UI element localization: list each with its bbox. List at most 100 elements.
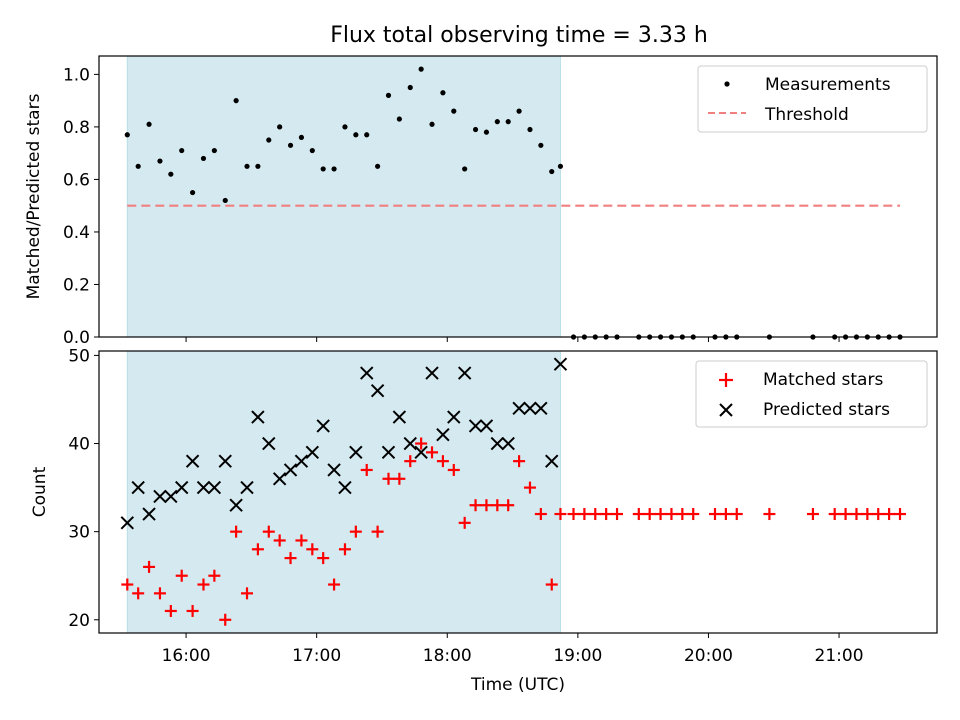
measurement-point [287, 142, 294, 148]
ytick-label: 40 [68, 435, 90, 455]
matched-star-point [393, 472, 406, 485]
measurement-point [364, 132, 370, 138]
matched-star-point [426, 446, 439, 459]
legend-predicted-label: Predicted stars [763, 400, 890, 420]
predicted-star-point [207, 480, 222, 495]
legend-measurements-label: Measurements [765, 75, 891, 95]
predicted-star-point [229, 498, 243, 512]
legend-counts-box [695, 360, 928, 428]
matched-star-point [676, 508, 689, 521]
matched-star-point [284, 552, 297, 565]
predicted-star-point [240, 480, 254, 495]
matched-star-point [164, 604, 177, 617]
panel-counts-shade [126, 350, 561, 634]
predicted-star-point [349, 445, 363, 460]
predicted-star-point [370, 383, 385, 398]
ytick-label: 20 [68, 611, 90, 631]
predicted-star-point [414, 445, 428, 460]
predicted-star-point [251, 410, 265, 424]
measurement-point [407, 84, 413, 91]
predicted-star-point [338, 480, 352, 495]
measurement-point [124, 132, 130, 138]
predicted-star-point [468, 419, 483, 433]
measurement-point [451, 108, 457, 114]
measurement-point [385, 92, 392, 98]
measurement-point [168, 171, 174, 177]
measurement-point [472, 126, 479, 133]
xtick-label: 19:00 [553, 646, 602, 666]
matched-star-point [447, 463, 460, 476]
predicted-star-point [196, 480, 211, 495]
matched-star-point [654, 508, 667, 521]
matched-star-point [197, 578, 210, 591]
legend-ratio: Measurements Threshold [697, 65, 928, 133]
legend-matched-label: Matched stars [763, 370, 883, 390]
predicted-star-point [436, 428, 450, 442]
predicted-star-point [142, 507, 156, 521]
predicted-star-point [501, 436, 515, 451]
matched-star-point [317, 552, 330, 565]
chart-title: Flux total observing time = 3.33 h [330, 23, 708, 48]
measurement-point [146, 121, 152, 127]
matched-star-point [230, 525, 243, 538]
measurement-point [211, 147, 217, 154]
predicted-star-point [131, 480, 145, 495]
matched-star-point [850, 508, 863, 521]
predicted-star-point [512, 401, 526, 415]
matched-star-point [349, 525, 362, 538]
measurement-point [179, 147, 185, 154]
measurement-point [549, 168, 555, 175]
ytick-label: 0.6 [63, 170, 90, 190]
matched-star-point [513, 455, 526, 468]
predicted-star-point [327, 463, 341, 477]
ytick-label: 30 [68, 523, 90, 543]
matched-star-point [338, 543, 351, 556]
predicted-star-point [175, 480, 189, 495]
measurement-point [266, 137, 272, 143]
measurement-point [189, 189, 196, 196]
matched-star-point [719, 508, 732, 521]
predicted-star-point [164, 489, 178, 504]
predicted-star-point [185, 454, 200, 468]
measurement-point [298, 134, 305, 141]
matched-star-point [523, 481, 536, 494]
panel-ratio-shade [126, 55, 561, 338]
measurement-point [462, 166, 468, 172]
xtick-label: 20:00 [684, 646, 733, 666]
measurement-point [396, 116, 402, 122]
matched-star-point [839, 508, 852, 521]
predicted-star-point [534, 401, 548, 415]
predicted-star-point [294, 454, 309, 468]
measurement-point [135, 163, 141, 169]
measurement-point [429, 121, 435, 127]
matched-star-point [502, 499, 515, 512]
matched-star-point [600, 508, 613, 521]
measurement-point [342, 124, 348, 130]
matched-star-point [208, 569, 221, 582]
legend-threshold-label: Threshold [764, 105, 849, 125]
panel-counts-ylabel: Count [30, 466, 50, 517]
matched-star-point [643, 508, 656, 521]
measurement-point [494, 119, 500, 125]
xtick-label: 18:00 [423, 646, 472, 666]
xtick-label: 17:00 [292, 646, 341, 666]
matched-star-point [328, 578, 341, 591]
matched-star-point [371, 525, 384, 538]
matched-star-point [175, 569, 188, 582]
matched-star-point [578, 508, 591, 521]
predicted-star-point [381, 445, 396, 460]
matched-star-point [491, 499, 504, 512]
measurement-point [505, 119, 511, 125]
measurement-point [538, 142, 544, 148]
matched-star-point [404, 455, 417, 468]
measurement-point [440, 90, 446, 96]
legend-counts: Matched stars Predicted stars [695, 360, 928, 428]
matched-star-point [306, 543, 319, 556]
matched-star-point [828, 508, 841, 521]
matched-star-point [589, 508, 602, 521]
legend-ratio-box [697, 65, 928, 133]
matched-star-point [219, 613, 232, 626]
measurement-point [331, 166, 337, 172]
matched-star-point [567, 508, 580, 521]
measurement-point [244, 163, 250, 169]
